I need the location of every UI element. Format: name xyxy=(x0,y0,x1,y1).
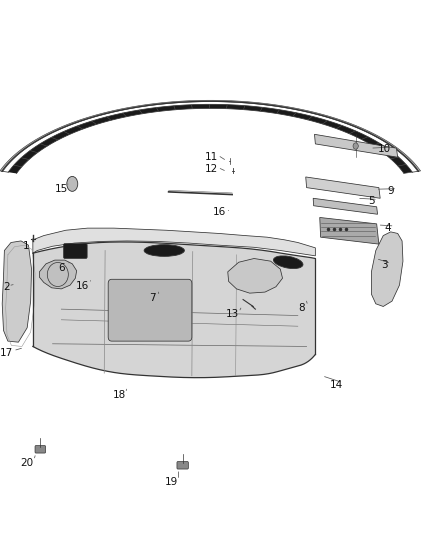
Text: 10: 10 xyxy=(378,144,391,154)
Ellipse shape xyxy=(144,245,184,256)
Text: 18: 18 xyxy=(113,391,126,400)
Text: 7: 7 xyxy=(149,294,156,303)
Text: 13: 13 xyxy=(226,310,239,319)
Circle shape xyxy=(353,143,358,149)
Polygon shape xyxy=(314,134,398,157)
Text: 3: 3 xyxy=(381,261,388,270)
Text: 15: 15 xyxy=(55,184,68,194)
Text: 9: 9 xyxy=(387,186,394,196)
FancyBboxPatch shape xyxy=(108,279,192,341)
Text: 14: 14 xyxy=(330,380,343,390)
Text: 12: 12 xyxy=(205,165,218,174)
Text: 8: 8 xyxy=(298,303,305,313)
Text: 16: 16 xyxy=(212,207,226,217)
FancyBboxPatch shape xyxy=(64,244,87,259)
Text: 5: 5 xyxy=(368,197,375,206)
FancyBboxPatch shape xyxy=(35,446,46,453)
Polygon shape xyxy=(313,198,378,214)
Text: 20: 20 xyxy=(21,458,34,467)
Text: 6: 6 xyxy=(58,263,65,272)
Polygon shape xyxy=(39,260,77,289)
Polygon shape xyxy=(306,177,380,198)
Text: 2: 2 xyxy=(3,282,10,292)
Ellipse shape xyxy=(67,176,78,191)
Text: 19: 19 xyxy=(165,478,178,487)
Ellipse shape xyxy=(273,256,303,269)
Polygon shape xyxy=(0,100,420,172)
Polygon shape xyxy=(371,232,403,306)
Polygon shape xyxy=(2,241,32,342)
Text: 17: 17 xyxy=(0,348,13,358)
Text: 11: 11 xyxy=(205,152,218,162)
Text: 4: 4 xyxy=(385,223,392,233)
Polygon shape xyxy=(33,242,315,378)
Text: 1: 1 xyxy=(23,241,30,251)
Text: 16: 16 xyxy=(76,281,89,290)
Polygon shape xyxy=(8,104,412,173)
FancyBboxPatch shape xyxy=(177,462,188,469)
Polygon shape xyxy=(228,259,283,293)
Polygon shape xyxy=(33,228,315,256)
Polygon shape xyxy=(320,217,379,244)
